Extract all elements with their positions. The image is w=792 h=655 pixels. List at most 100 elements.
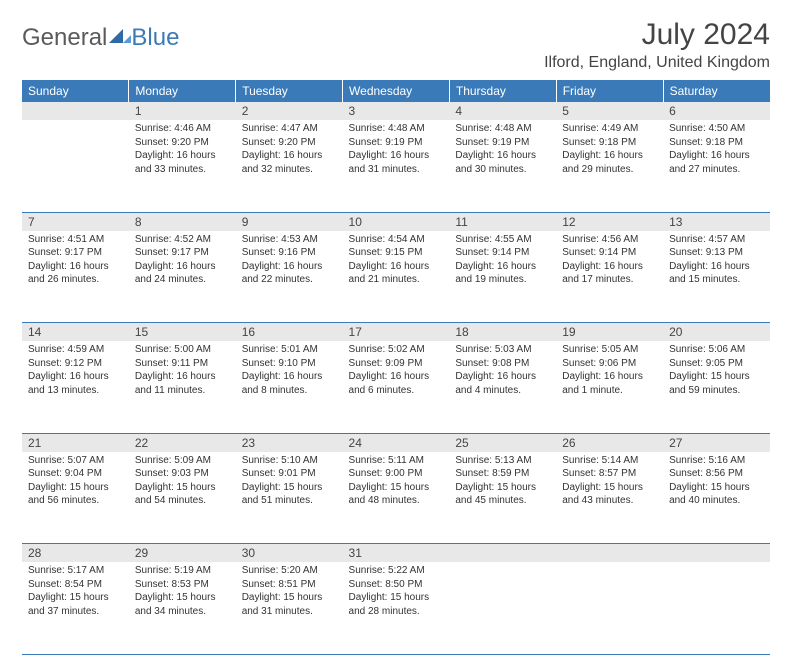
day-body-cell [22,120,129,212]
day-body-cell: Sunrise: 5:01 AMSunset: 9:10 PMDaylight:… [236,341,343,433]
weekday-header: Thursday [449,80,556,102]
weekday-header: Sunday [22,80,129,102]
day-details: Sunrise: 5:01 AMSunset: 9:10 PMDaylight:… [236,341,343,401]
day-number-cell: 30 [236,544,343,563]
logo-mark-icon [109,25,131,43]
day-number-cell [22,102,129,120]
day-details: Sunrise: 4:53 AMSunset: 9:16 PMDaylight:… [236,231,343,291]
day-number-cell: 10 [343,212,450,231]
daylight-text: Daylight: 16 hours and 32 minutes. [242,149,337,176]
day-body-cell: Sunrise: 5:00 AMSunset: 9:11 PMDaylight:… [129,341,236,433]
weekday-header: Tuesday [236,80,343,102]
weekday-header: Friday [556,80,663,102]
daylight-text: Daylight: 15 hours and 34 minutes. [135,591,230,618]
day-body-cell: Sunrise: 5:10 AMSunset: 9:01 PMDaylight:… [236,452,343,544]
sunset-text: Sunset: 8:56 PM [669,467,764,481]
day-body-cell: Sunrise: 5:14 AMSunset: 8:57 PMDaylight:… [556,452,663,544]
day-body-cell [556,562,663,654]
daylight-text: Daylight: 15 hours and 48 minutes. [349,481,444,508]
daylight-text: Daylight: 15 hours and 43 minutes. [562,481,657,508]
sunset-text: Sunset: 9:19 PM [349,136,444,150]
sunset-text: Sunset: 9:19 PM [455,136,550,150]
day-body-cell: Sunrise: 5:13 AMSunset: 8:59 PMDaylight:… [449,452,556,544]
daylight-text: Daylight: 16 hours and 22 minutes. [242,260,337,287]
sunset-text: Sunset: 9:04 PM [28,467,123,481]
day-details: Sunrise: 5:16 AMSunset: 8:56 PMDaylight:… [663,452,770,512]
daylight-text: Daylight: 16 hours and 4 minutes. [455,370,550,397]
day-body-cell: Sunrise: 4:49 AMSunset: 9:18 PMDaylight:… [556,120,663,212]
daylight-text: Daylight: 15 hours and 45 minutes. [455,481,550,508]
day-body-cell: Sunrise: 5:22 AMSunset: 8:50 PMDaylight:… [343,562,450,654]
weekday-header: Wednesday [343,80,450,102]
daylight-text: Daylight: 16 hours and 27 minutes. [669,149,764,176]
day-details: Sunrise: 4:57 AMSunset: 9:13 PMDaylight:… [663,231,770,291]
day-body-cell: Sunrise: 4:59 AMSunset: 9:12 PMDaylight:… [22,341,129,433]
sunset-text: Sunset: 8:57 PM [562,467,657,481]
sunrise-text: Sunrise: 4:48 AM [455,122,550,136]
title-block: July 2024 Ilford, England, United Kingdo… [544,18,770,72]
day-body-row: Sunrise: 5:17 AMSunset: 8:54 PMDaylight:… [22,562,770,654]
sunrise-text: Sunrise: 5:13 AM [455,454,550,468]
weekday-header: Monday [129,80,236,102]
day-body-cell: Sunrise: 4:50 AMSunset: 9:18 PMDaylight:… [663,120,770,212]
sunset-text: Sunset: 9:20 PM [135,136,230,150]
day-number-cell: 5 [556,102,663,120]
daylight-text: Daylight: 15 hours and 37 minutes. [28,591,123,618]
sunrise-text: Sunrise: 5:09 AM [135,454,230,468]
day-number-cell: 7 [22,212,129,231]
day-body-cell: Sunrise: 4:46 AMSunset: 9:20 PMDaylight:… [129,120,236,212]
day-number-row: 123456 [22,102,770,120]
logo-text-general: General [22,24,107,52]
calendar-table: Sunday Monday Tuesday Wednesday Thursday… [22,80,770,655]
day-number-cell: 20 [663,323,770,342]
day-details: Sunrise: 4:59 AMSunset: 9:12 PMDaylight:… [22,341,129,401]
daylight-text: Daylight: 16 hours and 11 minutes. [135,370,230,397]
day-number-cell: 6 [663,102,770,120]
sunrise-text: Sunrise: 5:05 AM [562,343,657,357]
sunrise-text: Sunrise: 4:48 AM [349,122,444,136]
daylight-text: Daylight: 16 hours and 30 minutes. [455,149,550,176]
sunrise-text: Sunrise: 4:53 AM [242,233,337,247]
daylight-text: Daylight: 15 hours and 31 minutes. [242,591,337,618]
day-number-cell: 1 [129,102,236,120]
day-number-cell: 26 [556,433,663,452]
day-number-cell: 2 [236,102,343,120]
sunset-text: Sunset: 8:53 PM [135,578,230,592]
daylight-text: Daylight: 16 hours and 8 minutes. [242,370,337,397]
sunset-text: Sunset: 9:13 PM [669,246,764,260]
sunset-text: Sunset: 9:03 PM [135,467,230,481]
sunrise-text: Sunrise: 4:50 AM [669,122,764,136]
day-details: Sunrise: 5:19 AMSunset: 8:53 PMDaylight:… [129,562,236,622]
sunset-text: Sunset: 9:17 PM [28,246,123,260]
day-number-cell [449,544,556,563]
day-body-cell [663,562,770,654]
daylight-text: Daylight: 15 hours and 54 minutes. [135,481,230,508]
day-body-cell: Sunrise: 4:48 AMSunset: 9:19 PMDaylight:… [449,120,556,212]
daylight-text: Daylight: 16 hours and 21 minutes. [349,260,444,287]
day-body-cell: Sunrise: 4:53 AMSunset: 9:16 PMDaylight:… [236,231,343,323]
sunset-text: Sunset: 9:12 PM [28,357,123,371]
day-number-cell: 14 [22,323,129,342]
day-body-cell: Sunrise: 5:17 AMSunset: 8:54 PMDaylight:… [22,562,129,654]
day-body-cell: Sunrise: 4:55 AMSunset: 9:14 PMDaylight:… [449,231,556,323]
sunrise-text: Sunrise: 4:52 AM [135,233,230,247]
day-number-cell: 28 [22,544,129,563]
sunset-text: Sunset: 9:16 PM [242,246,337,260]
sunset-text: Sunset: 9:20 PM [242,136,337,150]
day-body-cell: Sunrise: 4:48 AMSunset: 9:19 PMDaylight:… [343,120,450,212]
day-details: Sunrise: 4:55 AMSunset: 9:14 PMDaylight:… [449,231,556,291]
day-details: Sunrise: 5:02 AMSunset: 9:09 PMDaylight:… [343,341,450,401]
day-number-cell: 29 [129,544,236,563]
day-body-cell: Sunrise: 5:16 AMSunset: 8:56 PMDaylight:… [663,452,770,544]
day-number-cell: 16 [236,323,343,342]
day-body-cell: Sunrise: 5:07 AMSunset: 9:04 PMDaylight:… [22,452,129,544]
sunset-text: Sunset: 9:18 PM [562,136,657,150]
daylight-text: Daylight: 16 hours and 6 minutes. [349,370,444,397]
sunset-text: Sunset: 9:17 PM [135,246,230,260]
sunset-text: Sunset: 9:14 PM [562,246,657,260]
day-body-cell: Sunrise: 4:51 AMSunset: 9:17 PMDaylight:… [22,231,129,323]
day-details: Sunrise: 5:11 AMSunset: 9:00 PMDaylight:… [343,452,450,512]
day-number-cell: 18 [449,323,556,342]
day-details: Sunrise: 5:07 AMSunset: 9:04 PMDaylight:… [22,452,129,512]
sunrise-text: Sunrise: 4:47 AM [242,122,337,136]
